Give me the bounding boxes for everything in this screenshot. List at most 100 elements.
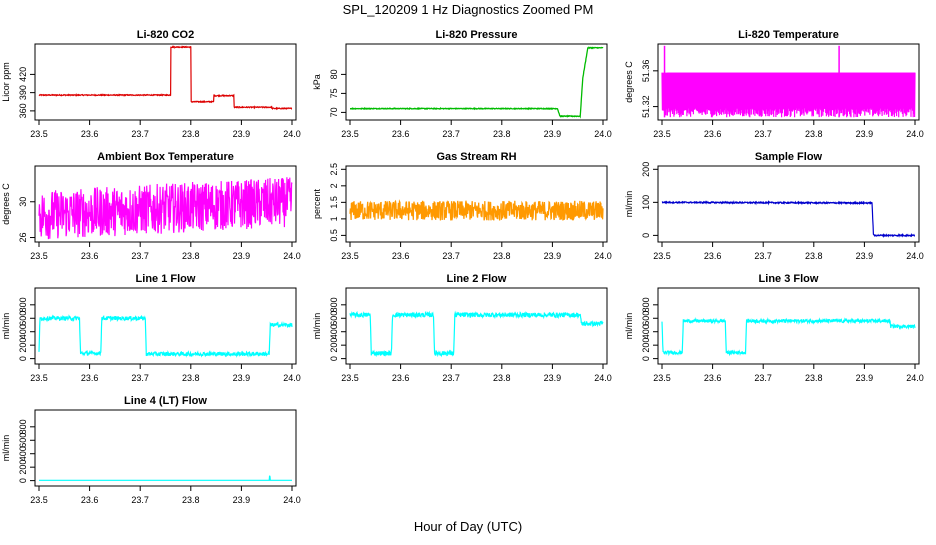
y-tick-label: 200 (329, 338, 339, 353)
x-tick-label: 23.9 (544, 251, 562, 261)
series-line (661, 317, 916, 357)
x-tick-label: 23.5 (341, 129, 359, 139)
y-axis-label: degrees C (1, 183, 11, 225)
x-tick-label: 23.5 (653, 373, 671, 383)
y-tick-label: 400 (18, 446, 28, 461)
x-tick-label: 23.8 (493, 251, 511, 261)
x-tick-label: 23.9 (233, 495, 251, 505)
y-tick-label: 2 (329, 183, 339, 188)
series-line (349, 46, 604, 119)
y-tick-label: 75 (329, 88, 339, 98)
figure-title: SPL_120209 1 Hz Diagnostics Zoomed PM (343, 2, 594, 17)
x-tick-label: 23.5 (30, 495, 48, 505)
y-tick-label: 360 (18, 103, 28, 118)
x-tick-label: 23.9 (856, 251, 874, 261)
panel-5: Gas Stream RH percent 23.5 23.6 23.7 23.8 23.9… (312, 151, 612, 261)
y-tick-label: 390 (18, 85, 28, 100)
x-tick-label: 24.0 (283, 251, 301, 261)
x-tick-label: 23.8 (805, 251, 823, 261)
x-tick-label: 23.9 (233, 251, 251, 261)
y-axis-label: ml/min (1, 313, 11, 340)
panel-title: Ambient Box Temperature (97, 151, 234, 163)
y-tick-label: 600 (18, 311, 28, 326)
x-tick-label: 24.0 (906, 251, 924, 261)
x-tick-label: 23.6 (704, 129, 722, 139)
x-tick-label: 23.6 (392, 251, 410, 261)
plot-frame (34, 287, 297, 365)
y-tick-label: 26 (18, 233, 28, 243)
y-tick-label: 100 (641, 195, 651, 210)
panel-3: Li-820 Temperature degrees C 23.5 23.6 23.7 2… (624, 29, 924, 139)
panel-6: Sample Flow ml/min 23.5 23.6 23.7 23.8 23.9 24.… (624, 151, 924, 261)
y-tick-label: 1.5 (329, 196, 339, 209)
x-tick-label: 23.8 (182, 495, 200, 505)
x-tick-label: 23.9 (233, 129, 251, 139)
x-tick-label: 24.0 (594, 373, 612, 383)
y-tick-label: 800 (18, 419, 28, 434)
panel-title: Line 3 Flow (759, 273, 819, 285)
panel-title: Line 1 Flow (136, 273, 196, 285)
plot-frame (657, 165, 920, 243)
y-tick-label: 0 (18, 478, 28, 483)
y-tick-label: 200 (18, 338, 28, 353)
x-tick-label: 23.9 (544, 129, 562, 139)
x-tick-label: 23.7 (442, 373, 460, 383)
plot-frame (657, 287, 920, 365)
panel-title: Gas Stream RH (436, 151, 516, 163)
series-band (667, 72, 915, 95)
x-tick-label: 23.6 (704, 373, 722, 383)
plot-frame (345, 165, 608, 243)
x-tick-label: 23.8 (805, 129, 823, 139)
y-tick-label: 70 (329, 107, 339, 117)
y-axis-label: Licor ppm (1, 62, 11, 102)
y-axis-label: ml/min (312, 313, 322, 340)
x-tick-label: 23.7 (754, 251, 772, 261)
panel-title: Line 4 (LT) Flow (124, 395, 207, 407)
x-tick-label: 24.0 (594, 251, 612, 261)
x-tick-label: 23.6 (392, 129, 410, 139)
x-tick-label: 23.5 (341, 251, 359, 261)
x-tick-label: 24.0 (283, 495, 301, 505)
plot-frame (345, 43, 608, 121)
plot-frame (34, 165, 297, 243)
y-tick-label: 600 (641, 311, 651, 326)
x-tick-label: 23.7 (754, 373, 772, 383)
x-tick-label: 23.7 (442, 129, 460, 139)
panel-4: Ambient Box Temperature degrees C 23.5 23.6… (1, 151, 301, 261)
series-line (38, 314, 293, 358)
panel-title: Li-820 CO2 (137, 29, 194, 41)
y-tick-label: 51.32 (641, 95, 651, 118)
x-tick-label: 23.9 (856, 373, 874, 383)
x-tick-label: 23.8 (182, 373, 200, 383)
x-tick-label: 23.9 (233, 373, 251, 383)
y-tick-label: 30 (18, 197, 28, 207)
panel-2: Li-820 Pressure kPa 23.5 23.6 23.7 23.8 23.9 24… (312, 29, 612, 139)
x-tick-label: 23.6 (392, 373, 410, 383)
x-tick-label: 23.9 (856, 129, 874, 139)
series-line (38, 177, 293, 240)
y-axis-label: ml/min (624, 313, 634, 340)
series-line (39, 475, 292, 481)
panel-1: Li-820 CO2 Licor ppm 23.5 23.6 23.7 23.8 23.9 2… (1, 29, 301, 139)
y-tick-label: 400 (641, 324, 651, 339)
y-axis-label: percent (312, 188, 322, 219)
y-tick-label: 1 (329, 216, 339, 221)
y-tick-label: 200 (641, 162, 651, 177)
y-tick-label: 600 (329, 311, 339, 326)
series-line (38, 45, 293, 111)
y-axis-label: ml/min (624, 191, 634, 218)
y-tick-label: 600 (18, 433, 28, 448)
y-tick-label: 800 (641, 297, 651, 312)
y-tick-label: 800 (329, 297, 339, 312)
y-tick-label: 420 (18, 67, 28, 82)
series-line (349, 310, 604, 358)
y-tick-label: 0 (18, 356, 28, 361)
series-line (661, 72, 916, 118)
x-tick-label: 23.6 (704, 251, 722, 261)
panel-8: Line 2 Flow ml/min 23.5 23.6 23.7 23.8 23.9 24.… (312, 273, 612, 383)
x-tick-label: 23.5 (653, 129, 671, 139)
plot-frame (34, 409, 297, 487)
y-axis-label: degrees C (624, 61, 634, 103)
x-tick-label: 23.8 (182, 129, 200, 139)
